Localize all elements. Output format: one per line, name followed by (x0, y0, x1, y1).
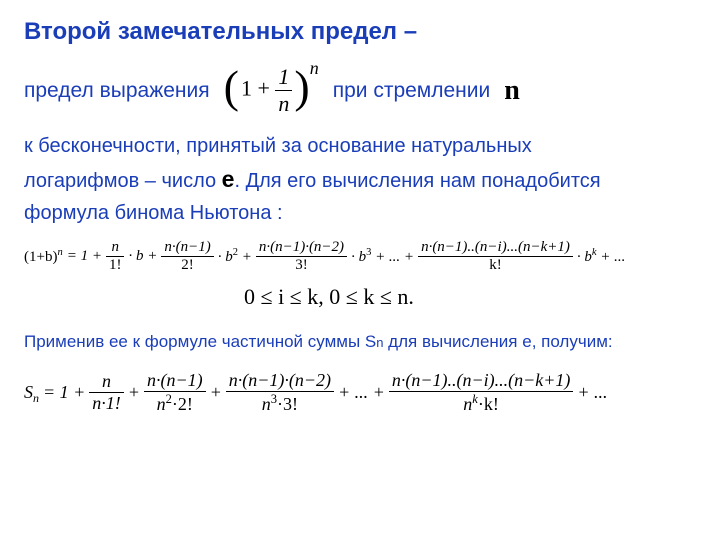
title-text: Второй замечательных предел (24, 18, 404, 45)
sn-formula: Sn = 1 + nn·1! + n·(n−1)n2·2! + n·(n−1)·… (24, 370, 696, 415)
apply-line: Применив ее к формуле частичной суммы Sn… (24, 332, 696, 352)
intro-row: предел выражения ( 1 + 1 n ) n при стрем… (24, 64, 696, 117)
sn-pk: + ... (577, 382, 607, 403)
b-fkd: k! (418, 257, 573, 274)
limit-num: 1 (275, 64, 292, 91)
sn-p3: + ... + (338, 382, 385, 403)
sn-eq: = 1 + (43, 382, 85, 403)
intro-var: n (504, 75, 520, 107)
para-l3: формула бинома Ньютона : (24, 202, 283, 224)
b-f1n: n (106, 239, 125, 257)
intro-left: предел выражения (24, 79, 210, 103)
title-dash: – (404, 18, 417, 45)
binom-lhs-base: (1+b) (24, 249, 57, 265)
limit-den: n (278, 91, 289, 116)
b-f3n: n·(n−1)·(n−2) (256, 239, 347, 257)
b-p2: + (238, 249, 252, 265)
paragraph: к бесконечности, принятый за основание н… (24, 131, 696, 229)
b-p3: + ... + (371, 249, 414, 265)
b-f2n: n·(n−1) (161, 239, 213, 257)
sn-lhs-sub: n (33, 391, 39, 405)
limit-one: 1 (241, 76, 252, 101)
sn-f3d: n (262, 394, 271, 414)
sn-f3n: n·(n−1)·(n−2) (226, 370, 334, 392)
sn-fkn: n·(n−1)..(n−i)...(n−k+1) (389, 370, 574, 392)
sn-fkdt: ·k! (478, 394, 499, 414)
binom-eq: = 1 + (67, 248, 102, 265)
b-pk: + ... (597, 249, 626, 265)
apply-t1: Применив ее к формуле частичной суммы S (24, 332, 376, 351)
sn-lhs: S (24, 382, 33, 402)
page-title: Второй замечательных предел – (24, 18, 696, 46)
b-fkn: n·(n−1)..(n−i)...(n−k+1) (418, 239, 573, 257)
b-dotbk: · b (577, 249, 592, 265)
b-f1d: 1! (106, 257, 125, 274)
para-l2b: . Для его вычисления нам понадобится (234, 170, 600, 192)
intro-right: при стремлении (333, 79, 491, 103)
constraint-line: 0 ≤ i ≤ k, 0 ≤ k ≤ n. (244, 284, 696, 310)
para-e: е (222, 166, 235, 192)
b-dotb1: · b + (128, 248, 157, 265)
b-f3d: 3! (256, 257, 347, 274)
sn-f3dt: ·3! (277, 394, 298, 414)
sn-f2d: n (157, 394, 166, 414)
binom-lhs-exp: n (57, 247, 62, 258)
sn-fkd: n (463, 394, 472, 414)
apply-t2: для вычисления e, получим: (383, 332, 612, 351)
sn-f1d: n·1! (89, 393, 124, 414)
sn-f2n: n·(n−1) (144, 370, 206, 392)
b-dotb2: · b (218, 249, 233, 265)
sn-p2: + (210, 382, 222, 403)
binomial-formula: (1+b)n = 1 + n1! · b + n·(n−1)2! · b2 + … (24, 239, 696, 274)
limit-exp: n (310, 58, 319, 79)
rparen: ) (294, 64, 309, 110)
sn-f1n: n (89, 371, 124, 393)
sn-f2dt: ·2! (172, 394, 193, 414)
sn-p1: + (128, 382, 140, 403)
para-l1: к бесконечности, принятый за основание н… (24, 135, 532, 157)
limit-expression: ( 1 + 1 n ) n (224, 64, 319, 117)
b-f2d: 2! (161, 257, 213, 274)
lparen: ( (224, 64, 239, 110)
limit-plus: + (257, 76, 269, 101)
b-dotb3: · b (351, 249, 366, 265)
para-l2a: логарифмов – число (24, 170, 222, 192)
